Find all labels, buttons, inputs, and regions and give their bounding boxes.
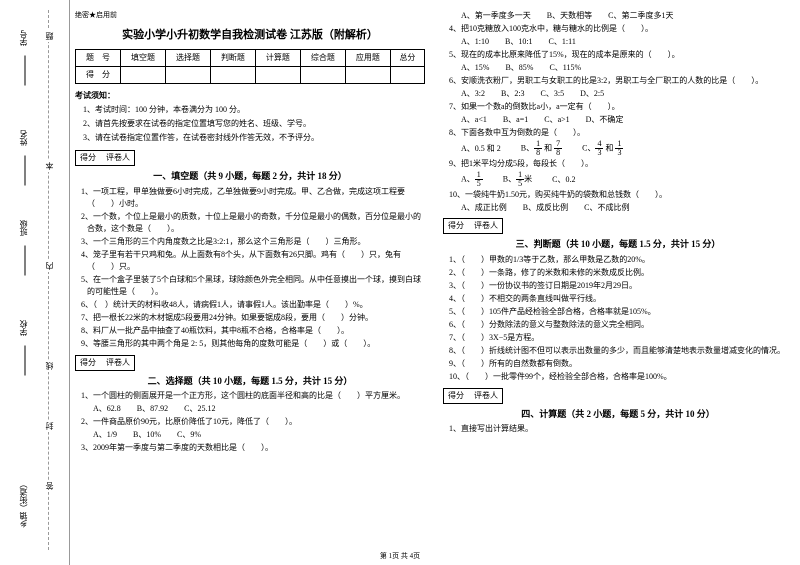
- opts: A、1/9 B、10% C、9%: [93, 429, 425, 441]
- label-class: 班级: [18, 220, 29, 236]
- label-student-id: 学号: [18, 30, 29, 46]
- col-header: 应用题: [345, 50, 390, 67]
- q: 6、（ ）分数除法的意义与整数除法的意义完全相同。: [449, 319, 793, 331]
- section1-title: 一、填空题（共 9 小题，每题 2 分，共计 18 分）: [75, 170, 425, 184]
- opt-c: C、0.2: [552, 174, 575, 186]
- scorebox-right: 评卷人: [106, 358, 130, 367]
- q: 3、一个三角形的三个内角度数之比是3:2:1，那么这个三角形是（ ）三角形。: [81, 236, 425, 248]
- q: 9、等腰三角形的其中两个角是 2: 5，则其他每角的度数可能是（ ）或（ ）。: [81, 338, 425, 350]
- col-header: 题 号: [76, 50, 121, 67]
- q: 4、笼子里有若干只鸡和兔。从上面数有8个头，从下面数有26只脚。鸡有（ ）只，兔…: [81, 249, 425, 273]
- score-box: 得分 评卷人: [443, 218, 503, 234]
- underline: [25, 156, 26, 186]
- q: 4、把10克糖放入100克水中，糖与糖水的比例是（ ）。: [449, 23, 793, 35]
- q: 3、（ ）一份协议书的签订日期是2019年2月29日。: [449, 280, 793, 292]
- notice-head: 考试须知：: [75, 90, 425, 102]
- label-school: 学校: [18, 320, 29, 336]
- q: 1、直接写出计算结果。: [449, 423, 793, 435]
- label-town: 乡镇（街道）: [18, 480, 29, 528]
- opts: A、1:10 B、10:1 C、1:11: [461, 36, 793, 48]
- q: 3、2009年第一季度与第二季度的天数相比是（ ）。: [81, 442, 425, 454]
- q: 2、（ ）一条路，修了的米数和未修的米数成反比例。: [449, 267, 793, 279]
- notice: 1、考试时间：100 分钟，本卷满分为 100 分。: [83, 104, 425, 116]
- notice: 3、请在试卷指定位置作答，在试卷密封线外作答无效，不予评分。: [83, 132, 425, 144]
- q: 8、料厂从一批产品中抽查了40瓶饮料，其中8瓶不合格，合格率是（ ）。: [81, 325, 425, 337]
- col-header: 计算题: [255, 50, 300, 67]
- q: 7、如果一个数a的倒数比a小，a一定有（ ）。: [449, 101, 793, 113]
- row-label: 得 分: [76, 67, 121, 84]
- marker: 内: [44, 260, 55, 272]
- q: 6、（ ）统计天的材料收48人，请病假1人，请事假1人。该出勤率是（ ）%。: [81, 299, 425, 311]
- q: 5、在一个盒子里装了5个白球和5个黑球，球除颜色外完全相同。从中任意摸出一个球，…: [81, 274, 425, 298]
- marker: 封: [44, 420, 55, 432]
- col-header: 总分: [390, 50, 424, 67]
- q: 8、（ ）折线统计图不但可以表示出数量的多少，而且能够清楚地表示数量增减变化的情…: [449, 345, 793, 357]
- q: 7、把一根长22米的木材锯成5段要用24分钟。如果要锯成8段，要用（ ）分钟。: [81, 312, 425, 324]
- opts: A、62.8 B、87.92 C、25.12: [93, 403, 425, 415]
- fold-line: [48, 10, 49, 550]
- q: 10、一袋纯牛奶1.50元，购买纯牛奶的袋数和总钱数（ ）。: [449, 189, 793, 201]
- marker: 线: [44, 360, 55, 372]
- opts: A、15% B、85% C、115%: [461, 62, 793, 74]
- section2-title: 二、选择题（共 10 小题，每题 1.5 分，共计 15 分）: [75, 375, 425, 389]
- underline: [25, 346, 26, 376]
- opts: A、a<1 B、a=1 C、a>1 D、不确定: [461, 114, 793, 126]
- col-header: 选择题: [165, 50, 210, 67]
- marker: 题: [44, 30, 55, 42]
- scorebox-left: 得分: [80, 153, 96, 162]
- q: 1、一项工程，甲单独做要6小时完成，乙单独做要9小时完成。甲、乙合做，完成这项工…: [81, 186, 425, 210]
- score-box: 得分 评卷人: [443, 388, 503, 404]
- binding-sidebar: 学号 姓名 班级 学校 乡镇（街道） 题 本 内 线 封 答: [0, 0, 70, 565]
- exam-title: 实验小学小升初数学自我检测试卷 江苏版（附解析）: [75, 27, 425, 44]
- score-table: 题 号 填空题 选择题 判断题 计算题 综合题 应用题 总分 得 分: [75, 49, 425, 84]
- main-content: 绝密★启用前 实验小学小升初数学自我检测试卷 江苏版（附解析） 题 号 填空题 …: [75, 10, 795, 540]
- q: 10、（ ）一批零件99个，经检验全部合格，合格率是100%。: [449, 371, 793, 383]
- underline: [25, 246, 26, 276]
- q: 9、把1米平均分成5段，每段长（ ）。: [449, 158, 793, 170]
- scorebox-right: 评卷人: [106, 153, 130, 162]
- opt-c: C、43 和 13: [582, 140, 623, 157]
- marker: 答: [44, 480, 55, 492]
- section3-title: 三、判断题（共 10 小题，每题 1.5 分，共计 15 分）: [443, 238, 793, 252]
- q: 1、一个圆柱的侧面展开是一个正方形，这个圆柱的底面半径和高的比是（ ）平方厘米。: [81, 390, 425, 402]
- scorebox-right: 评卷人: [474, 391, 498, 400]
- col-header: 综合题: [300, 50, 345, 67]
- q: 1、（ ）甲数的1/3等于乙数，那么甲数是乙数的20%。: [449, 254, 793, 266]
- right-column: A、第一季度多一天 B、天数相等 C、第二季度多1天 4、把10克糖放入100克…: [443, 10, 793, 540]
- section4-title: 四、计算题（共 2 小题，每题 5 分，共计 10 分）: [443, 408, 793, 422]
- score-box: 得分 评卷人: [75, 150, 135, 166]
- col-header: 判断题: [210, 50, 255, 67]
- opts: A、成正比例 B、成反比例 C、不成比例: [461, 202, 793, 214]
- opts: A、3:2 B、2:3 C、3:5 D、2:5: [461, 88, 793, 100]
- q: 2、一个数，个位上是最小的质数，十位上是最小的奇数，千分位是最小的偶数，百分位是…: [81, 211, 425, 235]
- opts: A、第一季度多一天 B、天数相等 C、第二季度多1天: [461, 10, 793, 22]
- notice: 2、请首先按要求在试卷的指定位置填写您的姓名、班级、学号。: [83, 118, 425, 130]
- confidential: 绝密★启用前: [75, 10, 425, 21]
- q: 7、（ ）3X−5是方程。: [449, 332, 793, 344]
- scorebox-left: 得分: [448, 221, 464, 230]
- opt-a: A、15: [461, 171, 483, 188]
- label-name: 姓名: [18, 130, 29, 146]
- opt-a: A、0.5 和 2: [461, 143, 501, 155]
- scorebox-left: 得分: [448, 391, 464, 400]
- opt-b: B、15米: [503, 171, 532, 188]
- scorebox-left: 得分: [80, 358, 96, 367]
- scorebox-right: 评卷人: [474, 221, 498, 230]
- underline: [25, 56, 26, 86]
- q: 9、（ ）所有的自然数都有倒数。: [449, 358, 793, 370]
- marker: 本: [44, 160, 55, 172]
- q: 2、一件商品原价90元，比原价降低了10元，降低了（ ）。: [81, 416, 425, 428]
- q: 6、安顺洗衣粉厂，男职工与女职工的比是3:2，男职工与全厂职工的人数的比是（ ）…: [449, 75, 793, 87]
- q: 4、（ ）不相交的两条直线叫做平行线。: [449, 293, 793, 305]
- left-column: 绝密★启用前 实验小学小升初数学自我检测试卷 江苏版（附解析） 题 号 填空题 …: [75, 10, 425, 540]
- q: 8、下面各数中互为倒数的是（ ）。: [449, 127, 793, 139]
- score-box: 得分 评卷人: [75, 355, 135, 371]
- opts: A、15 B、15米 C、0.2: [461, 171, 793, 188]
- col-header: 填空题: [120, 50, 165, 67]
- opts: A、0.5 和 2 B、18 和 78 C、43 和 13: [461, 140, 793, 157]
- q: 5、（ ）105件产品经检验全部合格，合格率就是105%。: [449, 306, 793, 318]
- q: 5、现在的成本比原来降低了15%，现在的成本是原来的（ ）。: [449, 49, 793, 61]
- page-footer: 第 1页 共 4页: [0, 551, 800, 561]
- opt-b: B、18 和 78: [521, 140, 562, 157]
